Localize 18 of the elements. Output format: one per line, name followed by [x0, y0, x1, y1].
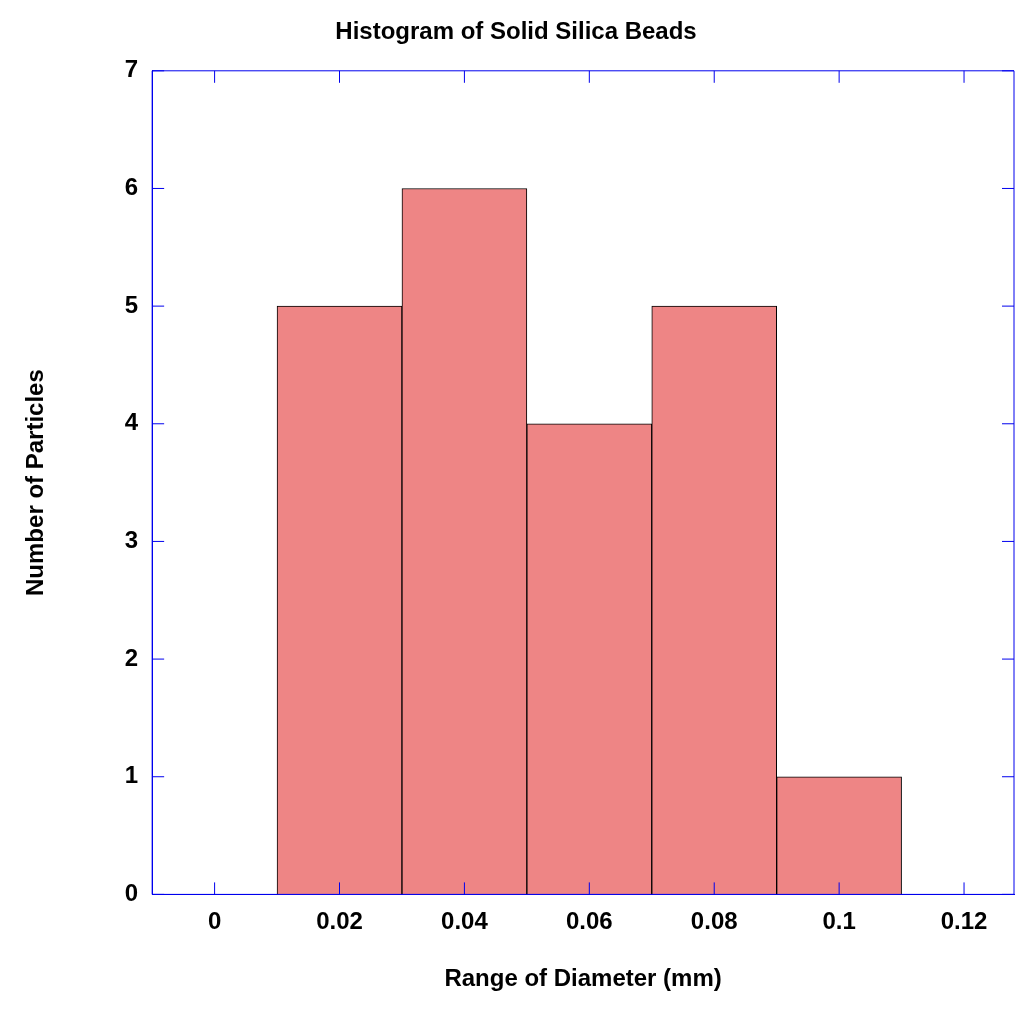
x-tick-label: 0.02: [316, 907, 363, 935]
y-tick-label: 1: [124, 761, 139, 789]
x-tick-label: 0.08: [690, 907, 738, 935]
chart-title: Histogram of Solid Silica Beads: [335, 17, 697, 45]
y-tick-label: 0: [124, 879, 139, 907]
x-tick-label: 0.04: [441, 907, 489, 935]
x-tick-label: 0.06: [565, 907, 613, 935]
x-tick-label: 0.12: [940, 907, 988, 935]
x-tick-label: 0: [207, 907, 222, 935]
y-tick-label: 7: [124, 55, 139, 83]
y-tick-label: 3: [124, 526, 139, 554]
y-tick-label: 6: [124, 173, 139, 201]
x-tick-label: 0.1: [822, 907, 856, 935]
x-axis-title: Range of Diameter (mm): [444, 964, 722, 992]
y-tick-label: 2: [124, 643, 139, 671]
y-tick-label: 4: [124, 408, 139, 436]
y-tick-label: 5: [124, 290, 139, 318]
y-axis-title: Number of Particles: [21, 369, 49, 596]
